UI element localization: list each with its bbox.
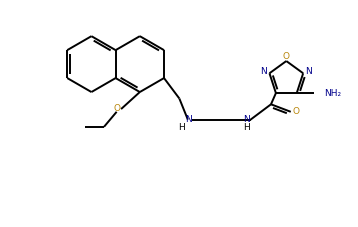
Text: N: N: [185, 116, 192, 124]
Text: H: H: [178, 123, 185, 132]
Text: NH₂: NH₂: [324, 89, 341, 98]
Text: N: N: [306, 67, 312, 76]
Text: N: N: [243, 115, 250, 124]
Text: O: O: [292, 107, 299, 116]
Text: N: N: [260, 67, 267, 76]
Text: O: O: [283, 52, 290, 61]
Text: H: H: [243, 123, 250, 132]
Text: O: O: [113, 104, 120, 113]
